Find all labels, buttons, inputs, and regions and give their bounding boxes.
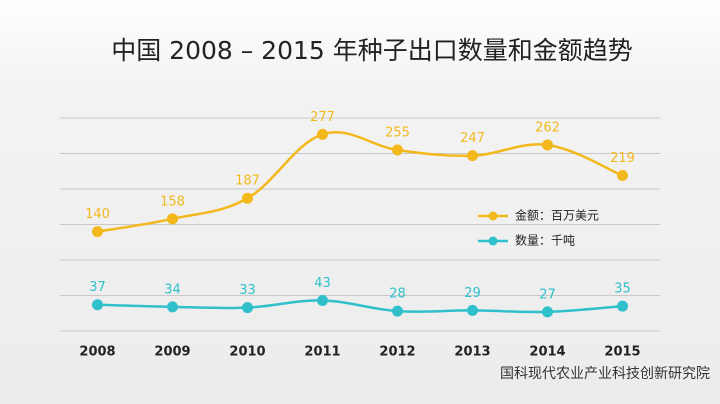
data-point: [92, 226, 103, 238]
data-label: 34: [164, 282, 181, 297]
x-tick-label: 2008: [79, 345, 115, 360]
x-tick-label: 2012: [379, 345, 415, 360]
series-line: [97, 299, 623, 314]
data-point: [542, 306, 553, 318]
legend-label: 金额：百万美元: [515, 208, 599, 223]
legend-marker: [488, 236, 498, 246]
data-label: 35: [614, 282, 631, 297]
data-label: 255: [385, 125, 410, 140]
chart-title: 中国 2008 – 2015 年种子出口数量和金额趋势: [111, 36, 633, 65]
x-tick-label: 2013: [454, 345, 490, 360]
data-label: 262: [535, 120, 560, 135]
data-point: [542, 139, 553, 151]
data-point: [617, 300, 628, 312]
data-label: 158: [160, 194, 185, 209]
data-point: [92, 299, 103, 311]
data-point: [317, 128, 328, 140]
x-tick-label: 2011: [304, 345, 340, 360]
data-label: 29: [464, 286, 481, 301]
data-point: [467, 150, 478, 162]
data-label: 247: [460, 131, 485, 146]
data-label: 140: [85, 207, 110, 222]
data-point: [617, 170, 628, 182]
data-point: [392, 305, 403, 317]
data-point: [242, 192, 253, 204]
x-tick-label: 2010: [229, 345, 265, 360]
data-label: 187: [235, 174, 260, 189]
data-point: [392, 144, 403, 156]
legend-label: 数量：千吨: [515, 233, 575, 248]
watermark: 国科现代农业产业科技创新研究院: [500, 366, 710, 382]
x-tick-label: 2015: [604, 345, 640, 360]
data-label: 27: [539, 287, 556, 302]
data-point: [167, 301, 178, 313]
data-point: [317, 294, 328, 306]
data-label: 43: [314, 276, 331, 291]
data-label: 277: [310, 110, 335, 125]
data-label: 28: [389, 287, 406, 302]
data-point: [242, 302, 253, 314]
data-point: [167, 213, 178, 225]
data-label: 219: [610, 151, 635, 166]
data-label: 33: [239, 283, 256, 298]
x-tick-label: 2014: [529, 345, 565, 360]
data-label: 37: [89, 280, 106, 295]
data-point: [467, 304, 478, 316]
legend-marker: [488, 211, 498, 221]
x-tick-label: 2009: [154, 345, 190, 360]
